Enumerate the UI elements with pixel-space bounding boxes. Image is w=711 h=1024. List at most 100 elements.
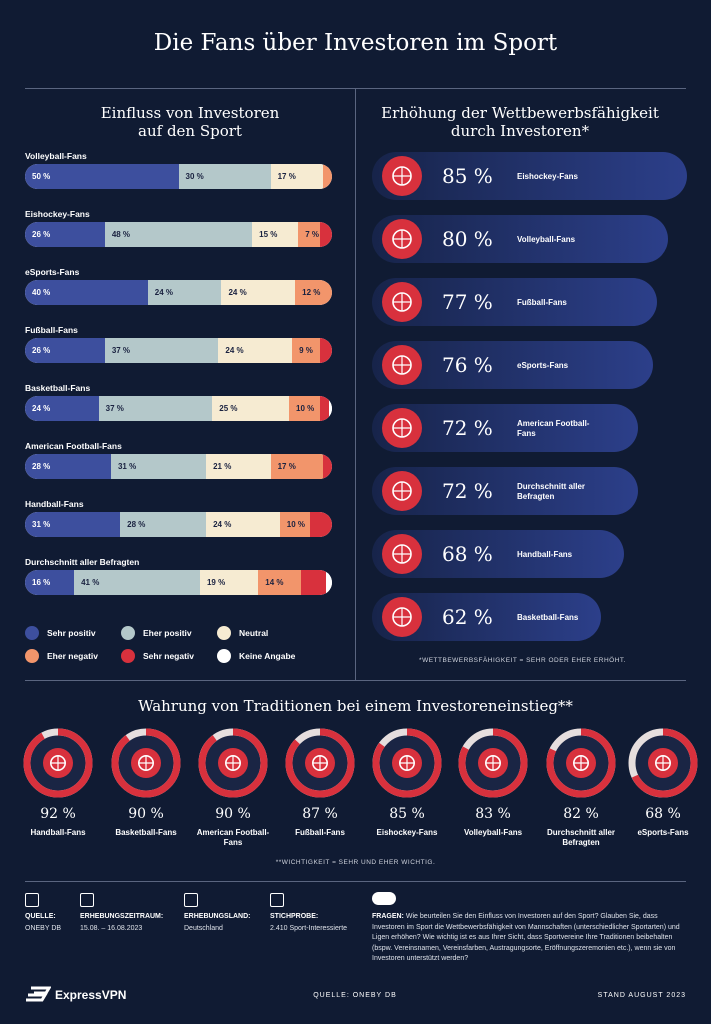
value-label: 92 % (40, 806, 76, 822)
value-label: 37 % (111, 346, 131, 355)
category-label: Durchschnitt aller Befragten (25, 557, 140, 567)
icon-circle (382, 219, 422, 259)
bar-segment (322, 454, 332, 479)
footer-value: Deutschland (184, 925, 223, 932)
footer-label: ERHEBUNGSZEITRAUM: (80, 913, 164, 920)
value-label: 82 % (563, 806, 599, 822)
icon-ball (485, 755, 501, 771)
donut-arc (546, 728, 616, 798)
value-label: 80 % (442, 227, 493, 251)
bar-segment: 28 % (25, 454, 111, 479)
question-block: FRAGEN: Wie beurteilen Sie den Einfluss … (372, 912, 687, 965)
category-label: Durchschnitt aller Befragten (546, 828, 615, 847)
category-label: Eishockey-Fans (25, 209, 90, 219)
value-label: 72 % (442, 416, 493, 440)
icon-seam (312, 755, 328, 771)
icon-seam (393, 293, 411, 311)
value-label: 48 % (111, 230, 131, 239)
category-label: Eishockey-Fans (517, 172, 578, 181)
value-label: 12 % (302, 288, 321, 297)
bar-segment: 12 % (295, 280, 332, 305)
value-label: 77 % (442, 290, 493, 314)
category-label: eSports-Fans (25, 267, 80, 277)
bar-segment: 10 % (279, 512, 311, 537)
value-label: 90 % (215, 806, 251, 822)
value-label: 85 % (442, 164, 493, 188)
footer-icon (184, 893, 198, 907)
value-label: 10 % (286, 520, 306, 529)
bar-segment (319, 222, 332, 247)
icon (392, 418, 412, 438)
value-label: 24 % (228, 288, 247, 297)
value-label: 90 % (128, 806, 164, 822)
footnote: **WICHTIGKEIT = SEHR UND EHER WICHTIG. (275, 859, 436, 866)
value-label: 9 % (299, 346, 313, 355)
footer-value: 15.08. – 16.08.2023 (80, 925, 143, 932)
question-label: FRAGEN: (372, 913, 404, 920)
bar-segment: 31 % (25, 512, 121, 537)
legend-label: Sehr positiv (47, 628, 96, 638)
icon-seam (573, 755, 589, 771)
legend-swatch (121, 649, 135, 663)
donut-arc (285, 728, 355, 798)
donut-arc (628, 728, 698, 798)
value-label: 7 % (305, 230, 320, 239)
bar-segment (322, 164, 332, 189)
icon (392, 355, 412, 375)
icon-ball (312, 755, 328, 771)
bar-track: 26 % 48 % 15 % 7 % (25, 222, 332, 247)
value-label: 26 % (32, 230, 51, 239)
bar-track: 50 % 30 % 17 % (25, 164, 332, 189)
footer-value: 2.410 Sport-Interessierte (270, 925, 348, 932)
footer-value: ONEBY DB (25, 925, 62, 932)
divider (355, 88, 356, 680)
value-label: 72 % (442, 479, 493, 503)
value-label: 17 % (277, 172, 296, 181)
icon (312, 755, 328, 771)
legend-swatch (121, 626, 135, 640)
icon-seam (393, 167, 411, 185)
icon-seam (393, 482, 411, 500)
value-label: 85 % (389, 806, 425, 822)
bar-segment: 50 % (25, 164, 179, 189)
value-label: 19 % (206, 578, 226, 587)
category-label: Handball-Fans (30, 828, 86, 837)
value-label: 68 % (442, 542, 493, 566)
bar-segment (325, 570, 332, 595)
bar-track: 28 % 31 % 21 % 17 % (25, 454, 332, 479)
bar-segment: 24 % (147, 280, 222, 305)
category-label: Volleyball-Fans (463, 828, 523, 837)
question-text: Wie beurteilen Sie den Einfluss von Inve… (372, 913, 680, 962)
icon (138, 755, 154, 771)
value-label: 21 % (213, 462, 232, 471)
bar-segment (328, 396, 332, 421)
legend-label: Eher positiv (143, 628, 192, 638)
category-label: Handball-Fans (25, 499, 84, 509)
value-label: 14 % (265, 578, 284, 587)
value-label: 31 % (32, 520, 51, 529)
legend-label: Keine Angabe (239, 651, 296, 661)
category-label: American Football-Fans (517, 419, 590, 438)
bar-segment (319, 338, 332, 363)
category-label: Fußball-Fans (517, 298, 567, 307)
bar-segment: 37 % (98, 396, 213, 421)
category-label: Volleyball-Fans (517, 235, 576, 244)
bar-track: 40 % 24 % 24 % 12 % (25, 280, 332, 305)
donut-arc (372, 728, 442, 798)
category-label: Volleyball-Fans (25, 151, 87, 161)
category-label: American Football-Fans (196, 828, 270, 847)
chart-title: Einfluss von Investoren auf den Sport (100, 104, 280, 140)
bar-segment: 24 % (218, 338, 293, 363)
icon-ball (399, 755, 415, 771)
category-label: eSports-Fans (517, 361, 569, 370)
bar-track: 31 % 28 % 24 % 10 % (25, 512, 332, 537)
footer-icon (372, 892, 396, 905)
source-note: QUELLE: ONEBY DB (313, 992, 397, 999)
footer-label: STICHPROBE: (270, 913, 319, 920)
icon-circle (382, 408, 422, 448)
value-label: 41 % (81, 578, 100, 587)
footer-label: ERHEBUNGSLAND: (184, 913, 251, 920)
value-label: 87 % (302, 806, 338, 822)
bar-segment: 7 % (298, 222, 320, 247)
donut-arc (458, 728, 528, 798)
